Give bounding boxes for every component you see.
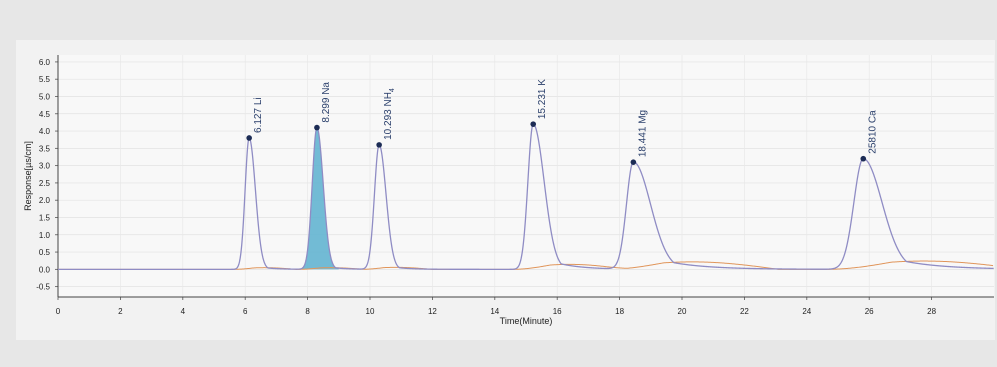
y-tick-label: 3.5 xyxy=(39,144,51,153)
peak-label-text: 6.127 Li xyxy=(253,97,264,133)
y-tick-label: 0.5 xyxy=(39,248,51,257)
x-tick-label: 12 xyxy=(428,307,437,316)
peak-label: 15.231 K xyxy=(537,79,548,119)
x-tick-label: 14 xyxy=(490,307,499,316)
x-tick-label: 24 xyxy=(802,307,811,316)
y-tick-label: 3.0 xyxy=(39,162,51,171)
x-axis-title: Time(Minute) xyxy=(500,316,553,326)
peak-marker xyxy=(376,142,382,148)
y-tick-label: 4.0 xyxy=(39,127,51,136)
y-tick-label: 6.0 xyxy=(39,58,51,67)
peak-marker xyxy=(530,121,537,127)
plot-area xyxy=(58,55,994,297)
y-tick-label: 1.5 xyxy=(39,213,51,222)
peak-label: 18.441 Mg xyxy=(637,110,648,157)
peak-label-text: 18.441 Mg xyxy=(637,110,648,157)
peak-label: 8.299 Na xyxy=(321,82,332,123)
peak-label: 25810 Ca xyxy=(867,110,878,154)
x-tick-label: 26 xyxy=(865,307,874,316)
y-tick-label: 5.5 xyxy=(39,75,51,84)
y-tick-label: 4.5 xyxy=(39,110,51,119)
tick-labels: -0.5 0.0 0.5 1.0 1.5 2.0 2.5 3.0 3.5 4.0 4.5 5.0 5.5… xyxy=(36,58,936,316)
x-tick-label: 8 xyxy=(305,307,310,316)
x-tick-label: 10 xyxy=(366,307,375,316)
signal-trace xyxy=(58,123,994,270)
y-tick-label: 2.0 xyxy=(39,196,51,205)
chromatogram-panel: -0.5 0.0 0.5 1.0 1.5 2.0 2.5 3.0 3.5 4.0 4.5 5.0 5.5… xyxy=(16,40,995,340)
grid xyxy=(57,55,994,297)
chromatogram-chart: -0.5 0.0 0.5 1.0 1.5 2.0 2.5 3.0 3.5 4.0 4.5 5.0 5.5… xyxy=(23,55,994,326)
x-tick-label: 20 xyxy=(678,307,687,316)
x-tick-label: 0 xyxy=(56,307,61,316)
peak-labels: 6.127 Li 8.299 Na 10.293 NH4 15.231 K 18.441… xyxy=(253,79,878,157)
peak-label: 10.293 NH4 xyxy=(383,88,396,140)
peak-marker xyxy=(314,124,320,131)
y-tick-label: -0.5 xyxy=(36,283,50,292)
peak-label-subscript: 4 xyxy=(389,88,396,92)
peak-label-text: 10.293 NH xyxy=(383,92,394,140)
x-tick-label: 4 xyxy=(181,307,186,316)
peak-marker xyxy=(860,155,867,162)
y-tick-label: 5.0 xyxy=(39,92,51,101)
y-tick-label: 0.0 xyxy=(39,265,51,274)
y-tick-label: 2.5 xyxy=(39,179,51,188)
peak-label: 6.127 Li xyxy=(253,97,264,133)
y-axis-title: Response[µs/cm] xyxy=(23,141,33,211)
x-tick-label: 28 xyxy=(927,307,936,316)
signal-traces xyxy=(58,123,994,270)
y-tick-label: 1.0 xyxy=(39,231,51,240)
x-tick-label: 16 xyxy=(553,307,562,316)
x-tick-label: 6 xyxy=(243,307,248,316)
peak-marker xyxy=(246,135,252,141)
x-tick-label: 2 xyxy=(118,307,123,316)
x-tick-label: 22 xyxy=(740,307,749,316)
peak-markers xyxy=(246,121,867,165)
axes xyxy=(55,55,994,300)
peak-marker xyxy=(630,159,637,165)
peak-label-text: 8.299 Na xyxy=(321,82,332,123)
filled-peak-area xyxy=(300,127,339,270)
peak-label-text: 15.231 K xyxy=(537,79,548,119)
x-tick-label: 18 xyxy=(615,307,624,316)
peak-label-text: 25810 Ca xyxy=(867,110,878,154)
